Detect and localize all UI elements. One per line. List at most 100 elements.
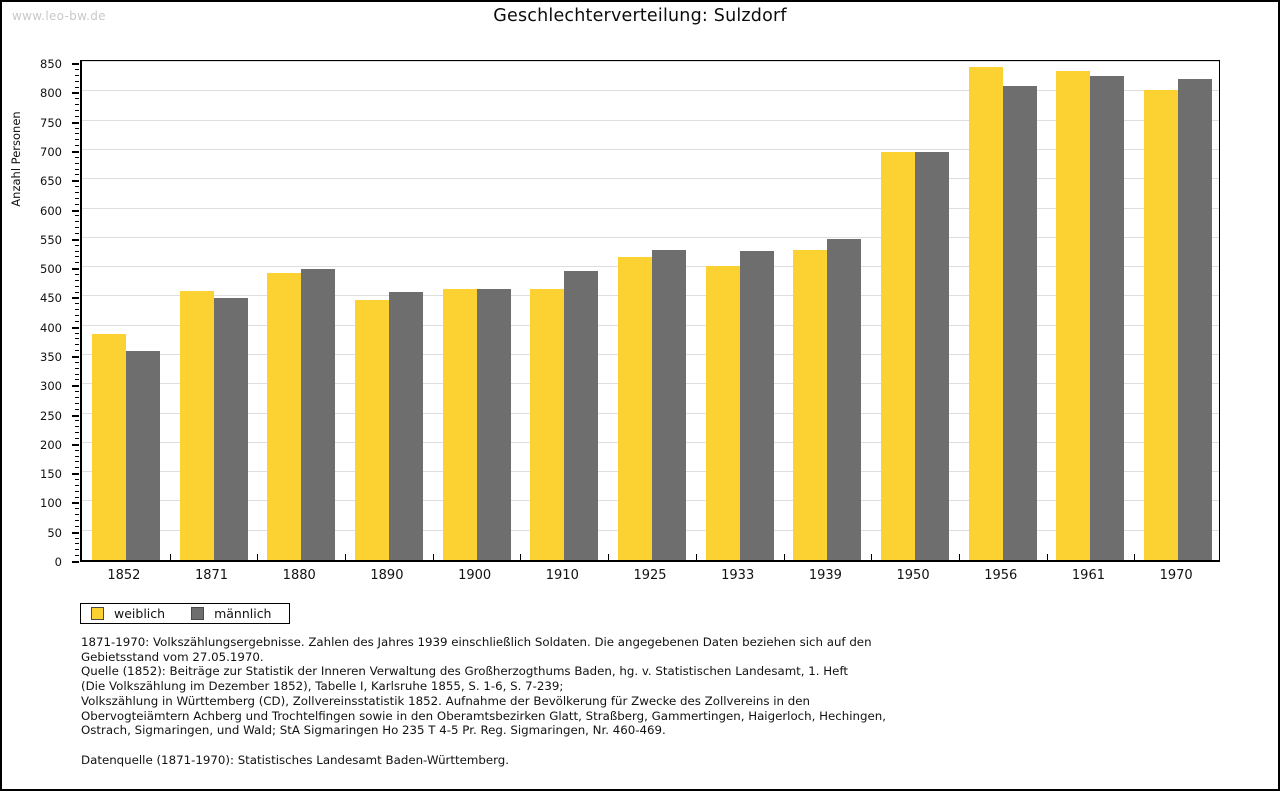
x-axis-tick [257,554,259,560]
x-axis-tick [783,554,785,560]
y-minor-tick [75,438,79,439]
y-major-tick [72,326,79,329]
x-label-1900: 1900 [458,568,492,583]
footnote-line: (Die Volkszählung im Dezember 1852), Tab… [81,679,564,694]
y-minor-tick [75,227,79,229]
y-minor-tick [75,68,79,70]
legend-item-maennlich: männlich [191,606,271,621]
y-minor-tick [75,127,79,129]
y-minor-tick [75,361,79,363]
y-minor-tick [75,314,79,316]
y-minor-tick [75,156,79,158]
bar-männlich-1871 [213,297,248,560]
y-minor-tick [75,197,79,199]
y-minor-tick [75,104,79,106]
y-major-tick [72,268,79,271]
y-minor-tick [75,338,79,340]
y-axis-tick-labels: 0 50 100 150 200 250 300 350 400 450 500 550 600 650 7… [36,58,72,568]
y-major-tick [72,209,79,212]
y-minor-tick [75,367,79,369]
bar-männlich-1970 [1178,78,1213,560]
bar-männlich-1950 [915,151,950,560]
y-axis-ticks [71,60,79,563]
bar-männlich-1900 [476,289,511,560]
x-label-1956: 1956 [984,568,1018,583]
y-minor-tick [75,543,79,545]
y-minor-tick [75,174,79,176]
y-minor-tick [75,484,79,486]
y-major-tick [72,121,79,124]
legend: weiblich männlich [80,603,290,624]
x-label-1880: 1880 [282,568,316,583]
footnote-line: Volkszählung in Württemberg (CD), Zollve… [81,693,810,708]
y-minor-tick [75,145,79,147]
y-tick-label-650: 650 [40,174,62,189]
y-tick-label-200: 200 [40,437,62,452]
x-label-1961: 1961 [1071,568,1105,583]
x-axis-tick [695,554,697,560]
y-minor-tick [75,332,79,334]
x-axis-tick [1134,554,1136,560]
y-minor-tick [75,397,79,398]
y-minor-tick [75,461,79,463]
bar-weiblich-1970 [1144,89,1179,560]
y-minor-tick [75,514,79,516]
y-minor-tick [75,244,79,246]
y-major-tick [72,443,79,446]
y-minor-tick [75,203,79,205]
bar-männlich-1890 [388,292,423,560]
y-tick-label-600: 600 [40,203,62,218]
y-minor-tick [75,555,79,557]
footnote-line: Gebietsstand vom 27.05.1970. [81,649,264,664]
y-minor-tick [75,537,79,539]
y-minor-tick [75,98,79,100]
y-minor-tick [75,449,79,451]
y-minor-tick [75,86,79,88]
x-axis-tick [958,554,960,560]
y-major-tick [72,180,79,183]
bar-männlich-1933 [739,250,774,560]
x-label-1950: 1950 [896,568,930,583]
y-major-tick [72,63,79,66]
y-major-tick [72,150,79,153]
y-tick-label-750: 750 [40,115,62,130]
footnote-line: Ostrach, Sigmaringen, und Wald; StA Sigm… [81,723,666,738]
y-tick-label-350: 350 [40,349,62,364]
y-minor-tick [75,109,79,111]
y-minor-tick [75,432,79,434]
y-minor-tick [75,215,79,217]
y-minor-tick [75,320,79,322]
y-minor-tick [75,402,79,404]
y-minor-tick [75,221,79,223]
y-minor-tick [75,279,79,281]
bar-weiblich-1852 [91,334,126,560]
y-minor-tick [75,262,79,264]
bar-weiblich-1925 [618,257,652,560]
bar-weiblich-1910 [530,289,565,560]
gridline-650 [82,178,1219,180]
y-minor-tick [75,496,79,498]
legend-label-maennlich: männlich [214,606,272,621]
y-minor-tick [75,232,79,234]
x-label-1933: 1933 [721,568,755,583]
y-minor-tick [75,344,79,346]
y-major-tick [72,473,79,476]
y-minor-tick [75,309,79,311]
weiblich-swatch-icon [91,607,104,620]
y-minor-tick [75,285,79,287]
y-minor-tick [75,139,79,141]
y-major-tick [72,92,79,95]
y-minor-tick [75,391,79,393]
y-minor-tick [75,162,79,164]
gridline-800 [82,90,1219,92]
x-label-1925: 1925 [633,568,667,583]
y-minor-tick [75,74,79,76]
gridline-700 [82,148,1219,150]
y-minor-tick [75,525,79,527]
x-label-1939: 1939 [808,568,842,583]
y-minor-tick [75,186,79,188]
bar-männlich-1852 [125,351,160,560]
footnote-line: Quelle (1852): Beiträge zur Statistik de… [81,664,849,679]
x-label-1970: 1970 [1159,568,1193,583]
maennlich-swatch-icon [191,607,205,620]
